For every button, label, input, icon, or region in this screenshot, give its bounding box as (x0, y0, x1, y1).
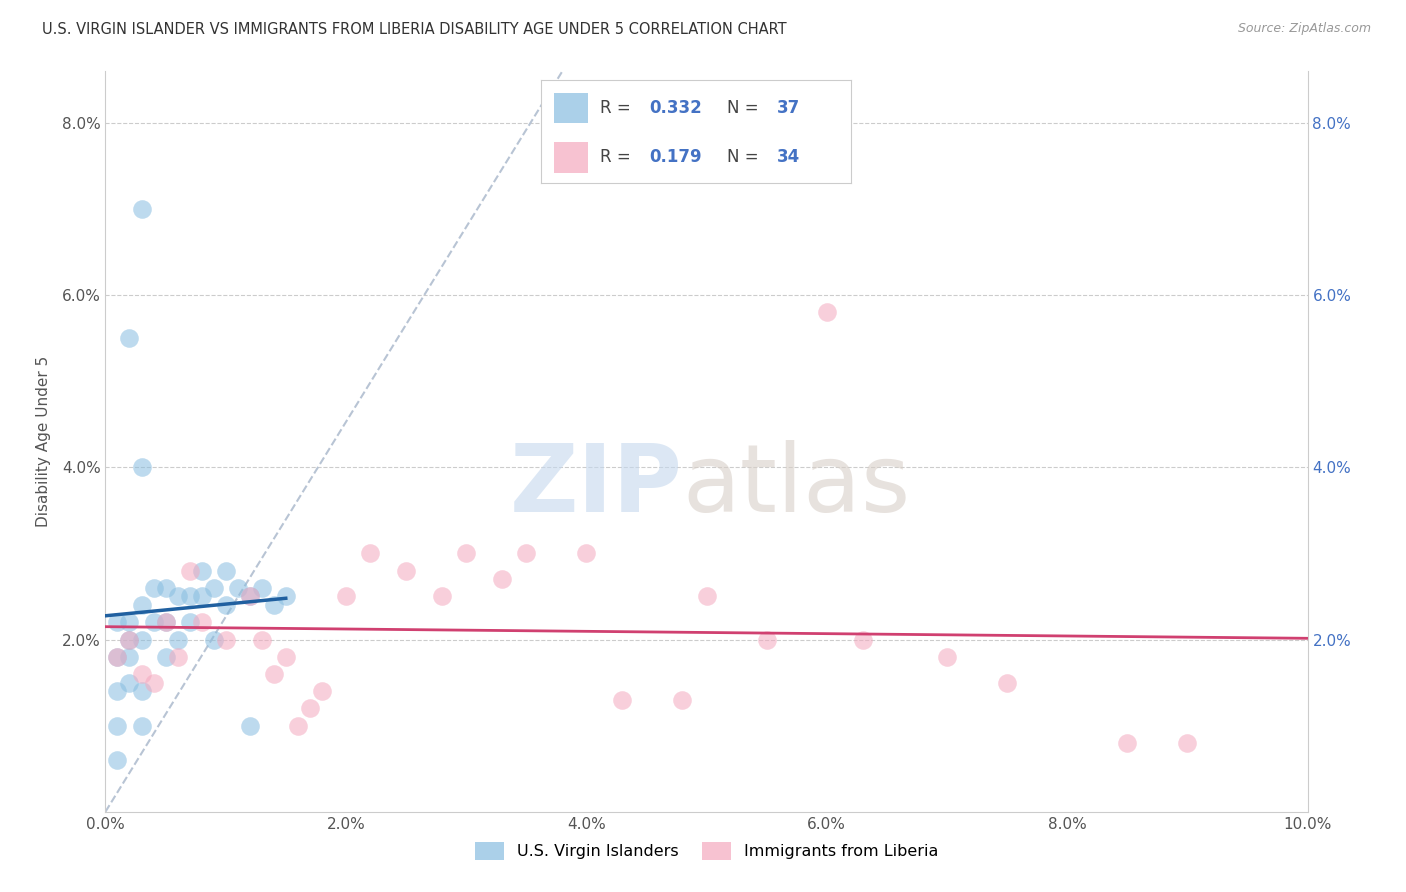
Point (359, 546, 381, 560)
Text: 34: 34 (776, 148, 800, 166)
Point (250, 632, 273, 647)
Point (287, 718, 309, 732)
Point (131, 718, 153, 732)
Point (274, 590, 297, 604)
Bar (554, 142, 588, 173)
Point (131, 598, 153, 612)
Point (671, 693, 693, 707)
Point (131, 632, 153, 647)
Point (1116, 736, 1139, 750)
Point (491, 572, 513, 586)
Point (131, 667, 153, 681)
Point (118, 632, 141, 647)
Point (118, 649, 141, 664)
Point (263, 667, 285, 681)
Point (107, 649, 129, 664)
Point (274, 649, 297, 664)
Point (202, 581, 225, 595)
Point (179, 590, 201, 604)
Point (190, 590, 212, 604)
Point (395, 564, 418, 578)
Point (250, 581, 273, 595)
Point (815, 305, 838, 319)
Point (107, 649, 129, 664)
Point (155, 581, 177, 595)
Text: R =: R = (600, 148, 636, 166)
Point (263, 598, 285, 612)
Point (179, 615, 201, 630)
Point (155, 615, 177, 630)
Point (1175, 736, 1198, 750)
Point (515, 546, 537, 560)
Point (190, 564, 212, 578)
Point (155, 649, 177, 664)
Text: U.S. VIRGIN ISLANDER VS IMMIGRANTS FROM LIBERIA DISABILITY AGE UNDER 5 CORRELATI: U.S. VIRGIN ISLANDER VS IMMIGRANTS FROM … (42, 22, 787, 37)
Point (936, 649, 959, 664)
Point (214, 632, 236, 647)
Bar (554, 93, 588, 123)
Point (118, 331, 141, 345)
Point (852, 632, 875, 647)
Text: R =: R = (600, 99, 636, 117)
Point (995, 675, 1018, 690)
Point (118, 632, 141, 647)
Text: atlas: atlas (682, 440, 911, 532)
Point (179, 564, 201, 578)
Point (107, 615, 129, 630)
Text: ZIP: ZIP (509, 440, 682, 532)
Point (298, 701, 321, 715)
Point (454, 546, 477, 560)
Point (239, 590, 262, 604)
Y-axis label: Disability Age Under 5: Disability Age Under 5 (35, 356, 51, 527)
Text: 0.179: 0.179 (650, 148, 702, 166)
Text: Source: ZipAtlas.com: Source: ZipAtlas.com (1237, 22, 1371, 36)
Point (131, 684, 153, 698)
Point (142, 675, 165, 690)
Legend: U.S. Virgin Islanders, Immigrants from Liberia: U.S. Virgin Islanders, Immigrants from L… (468, 836, 945, 867)
Point (226, 581, 249, 595)
Point (131, 460, 153, 475)
Point (131, 202, 153, 216)
Point (430, 590, 453, 604)
Point (118, 615, 141, 630)
Point (239, 718, 262, 732)
Point (575, 546, 598, 560)
Point (166, 632, 188, 647)
Point (311, 684, 333, 698)
Point (118, 675, 141, 690)
Point (166, 590, 188, 604)
Text: N =: N = (727, 99, 763, 117)
Point (214, 564, 236, 578)
Point (755, 632, 778, 647)
Point (166, 649, 188, 664)
Point (190, 615, 212, 630)
Point (142, 615, 165, 630)
Point (335, 590, 357, 604)
Point (202, 632, 225, 647)
Point (107, 718, 129, 732)
Text: 0.332: 0.332 (650, 99, 703, 117)
Point (612, 693, 634, 707)
Text: 37: 37 (776, 99, 800, 117)
Point (696, 590, 718, 604)
Point (107, 753, 129, 767)
Point (239, 590, 262, 604)
Point (155, 615, 177, 630)
Point (107, 684, 129, 698)
Text: N =: N = (727, 148, 763, 166)
Point (142, 581, 165, 595)
Point (214, 598, 236, 612)
